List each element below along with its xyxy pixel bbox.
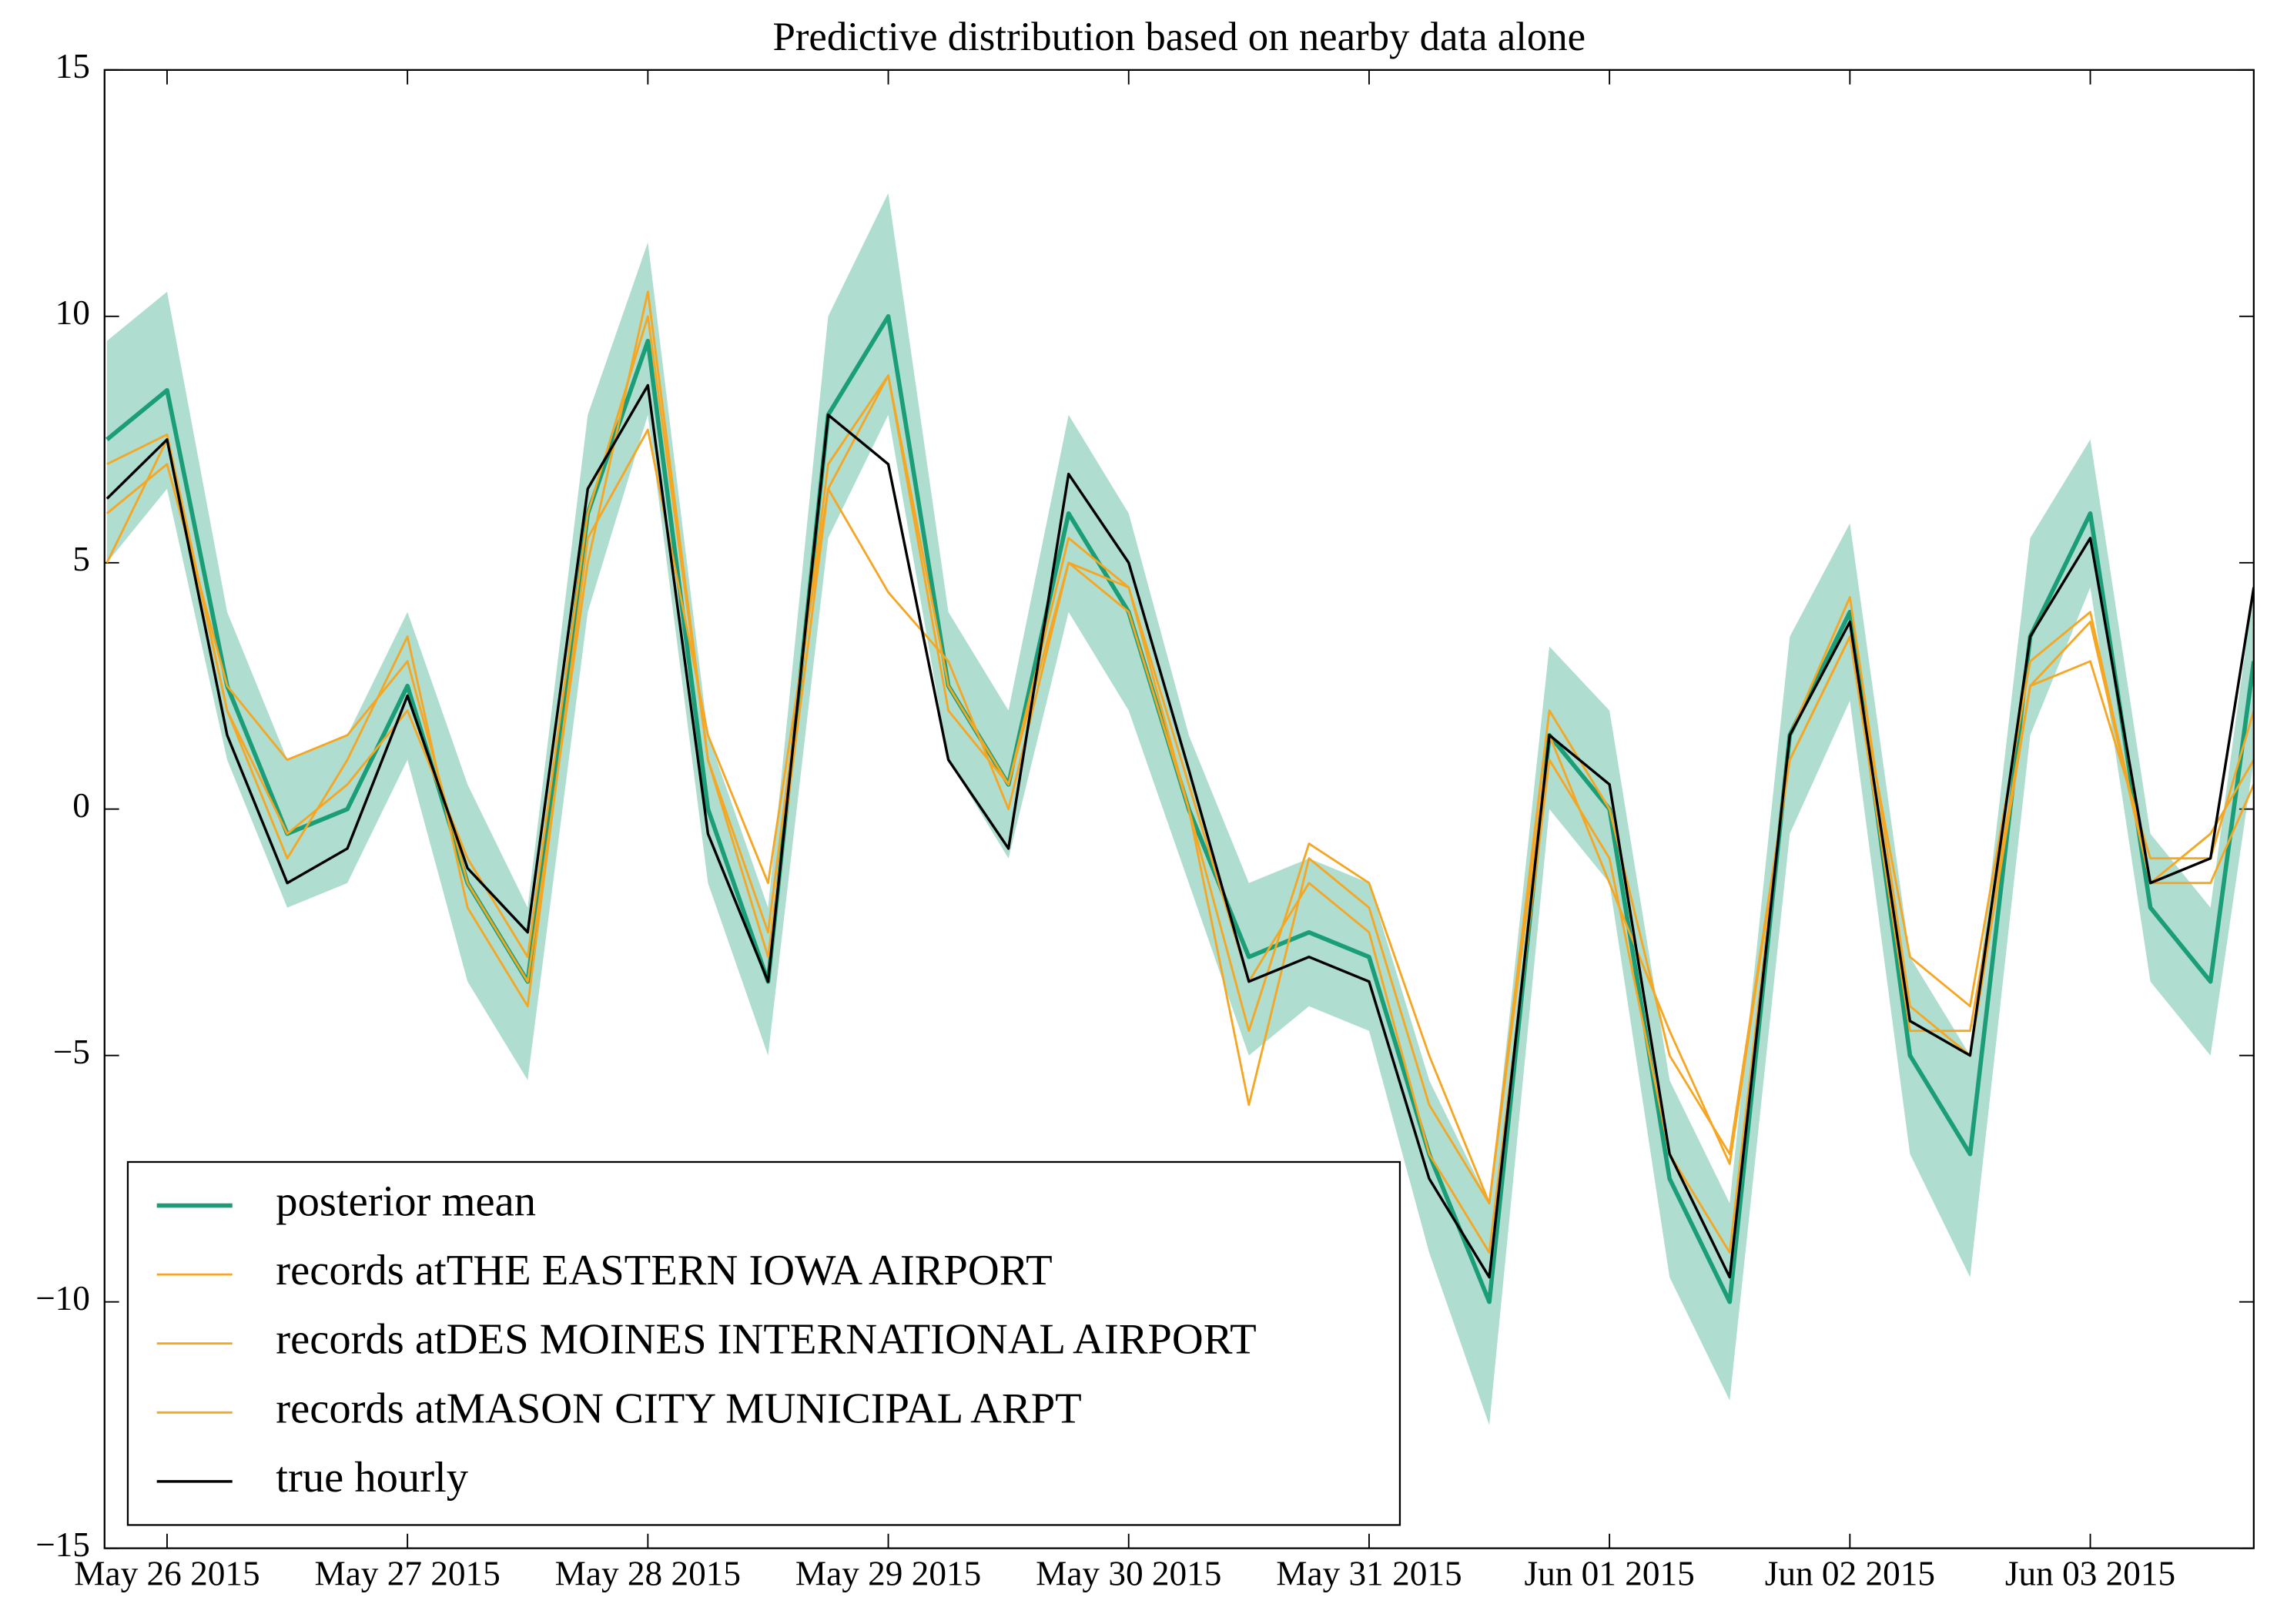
x-tick-label: May 27 2015 xyxy=(314,1555,500,1593)
series-line xyxy=(106,428,2254,1205)
band xyxy=(106,193,2254,1425)
x-tick-label: Jun 02 2015 xyxy=(1765,1555,1935,1593)
chart-title: Predictive distribution based on nearby … xyxy=(772,15,1586,59)
legend-label: true hourly xyxy=(276,1454,468,1502)
legend-label: posterior mean xyxy=(276,1178,536,1226)
x-tick-label: May 26 2015 xyxy=(74,1555,260,1593)
x-tick-label: May 30 2015 xyxy=(1036,1555,1221,1593)
x-tick-label: Jun 01 2015 xyxy=(1525,1555,1695,1593)
x-tick-label: May 29 2015 xyxy=(795,1555,981,1593)
y-tick-label: −10 xyxy=(35,1279,90,1318)
legend-box xyxy=(126,1160,1401,1526)
y-tick-label: −15 xyxy=(35,1525,90,1564)
y-tick-label: −5 xyxy=(53,1033,90,1071)
y-tick-label: 0 xyxy=(72,786,90,825)
y-tick-label: 10 xyxy=(55,293,90,332)
y-tick-label: 15 xyxy=(55,47,90,85)
x-tick-label: May 31 2015 xyxy=(1276,1555,1462,1593)
legend-label: records atTHE EASTERN IOWA AIRPORT xyxy=(276,1247,1052,1294)
y-tick-label: 5 xyxy=(72,540,90,578)
plot-area xyxy=(105,193,2254,1425)
legend: posterior mean records atTHE EASTERN IOWA… xyxy=(126,1160,1401,1526)
series-line xyxy=(105,383,2254,1279)
plot-frame xyxy=(103,69,2255,1549)
series-line xyxy=(106,290,2254,1254)
x-tick-label: May 28 2015 xyxy=(555,1555,741,1593)
legend-label: records atMASON CITY MUNICIPAL ARPT xyxy=(276,1385,1081,1432)
legend-label: records atDES MOINES INTERNATIONAL AIRPO… xyxy=(276,1316,1256,1364)
x-tick-label: Jun 03 2015 xyxy=(2005,1555,2175,1593)
